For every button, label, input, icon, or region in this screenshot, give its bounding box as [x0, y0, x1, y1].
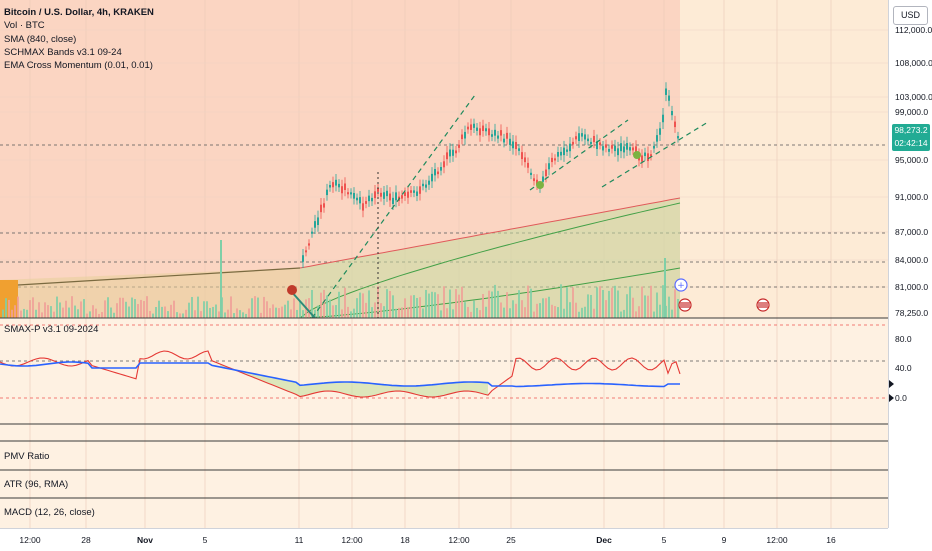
legend-volume[interactable]: Vol · BTC: [4, 20, 45, 32]
currency-button[interactable]: USD: [893, 6, 928, 25]
time-axis[interactable]: 12:00 28 Nov 5 11 12:00 18 12:00 25 Dec …: [0, 528, 888, 551]
candlesticks: [302, 82, 679, 269]
time-label: Nov: [136, 535, 154, 545]
macd-pane-label[interactable]: MACD (12, 26, close): [4, 507, 95, 518]
osc-value-marker: [889, 394, 894, 402]
time-label: 12:00: [766, 535, 788, 545]
trend-lines[interactable]: [311, 94, 709, 319]
time-label: 5: [202, 535, 208, 545]
orange-block: [0, 280, 18, 318]
time-label: 11: [294, 535, 304, 545]
price-label: 84,000.0: [895, 255, 929, 265]
band-fill: [300, 198, 680, 318]
volume-bars: [2, 240, 679, 318]
legend-ema-cross[interactable]: EMA Cross Momentum (0.01, 0.01): [4, 60, 153, 72]
price-label: 112,000.0: [895, 25, 932, 35]
pane-separators[interactable]: [0, 317, 888, 499]
chart-area[interactable]: + Bitcoin / U.S. Dollar, 4h, KRAKEN Vol …: [0, 0, 888, 528]
price-label: 99,000.0: [895, 107, 929, 117]
time-label: 9: [721, 535, 727, 545]
time-label: 12:00: [19, 535, 41, 545]
last-price-value: 98,273.2: [894, 125, 928, 135]
time-label: Dec: [596, 535, 612, 545]
svg-text:+: +: [677, 281, 685, 291]
price-label: 78,250.0: [895, 308, 929, 318]
event-icons[interactable]: +: [674, 278, 770, 312]
osc-blue-line: [0, 361, 680, 388]
osc-fill: [220, 364, 488, 397]
signal-marker-green[interactable]: [536, 181, 544, 189]
oscillator-pane-label[interactable]: SMAX-P v3.1 09-2024: [4, 324, 99, 335]
lower-panes-bg: [0, 318, 888, 528]
price-label: 87,000.0: [895, 227, 929, 237]
chart-legend: Bitcoin / U.S. Dollar, 4h, KRAKEN Vol · …: [4, 6, 154, 72]
signal-marker-green[interactable]: [633, 151, 641, 159]
teal-segment: [289, 289, 316, 319]
legend-schmax[interactable]: SCHMAX Bands v3.1 09-24: [4, 46, 122, 58]
price-label: 95,000.0: [895, 155, 929, 165]
price-label: 103,000.0: [895, 92, 932, 102]
time-label: 5: [661, 535, 667, 545]
bar-countdown: 02:42:14: [894, 138, 928, 148]
osc-label: 80.0: [895, 334, 912, 344]
price-label: 81,000.0: [895, 282, 929, 292]
time-label: 12:00: [341, 535, 363, 545]
osc-label: 0.0: [895, 393, 907, 403]
future-zone-bg: [680, 0, 888, 318]
osc-value-marker: [889, 380, 894, 388]
time-label: 28: [81, 535, 91, 545]
last-price-tag: 98,273.2 02:42:14: [892, 124, 930, 151]
orange-band: [0, 268, 300, 318]
price-axis[interactable]: 112,000.0 108,000.0 103,000.0 99,000.0 9…: [888, 0, 932, 528]
band-upper-line: [299, 202, 681, 319]
legend-sma[interactable]: SMA (840, close): [4, 33, 77, 45]
time-label: 12:00: [448, 535, 470, 545]
chart-canvas[interactable]: +: [0, 0, 888, 528]
sma-840-line: [299, 197, 681, 269]
signal-marker[interactable]: [287, 285, 297, 295]
osc-label: 40.0: [895, 363, 912, 373]
price-label: 108,000.0: [895, 58, 932, 68]
price-label: 91,000.0: [895, 192, 929, 202]
time-label: 18: [400, 535, 410, 545]
osc-red-line: [0, 350, 681, 398]
symbol-title[interactable]: Bitcoin / U.S. Dollar, 4h, KRAKEN: [4, 7, 154, 18]
atr-pane-label[interactable]: ATR (96, RMA): [4, 479, 69, 490]
time-label: 16: [826, 535, 836, 545]
time-label: 25: [506, 535, 516, 545]
pmv-pane-label[interactable]: PMV Ratio: [4, 451, 50, 462]
osc-levels: [0, 324, 888, 399]
band-line: [17, 267, 301, 286]
